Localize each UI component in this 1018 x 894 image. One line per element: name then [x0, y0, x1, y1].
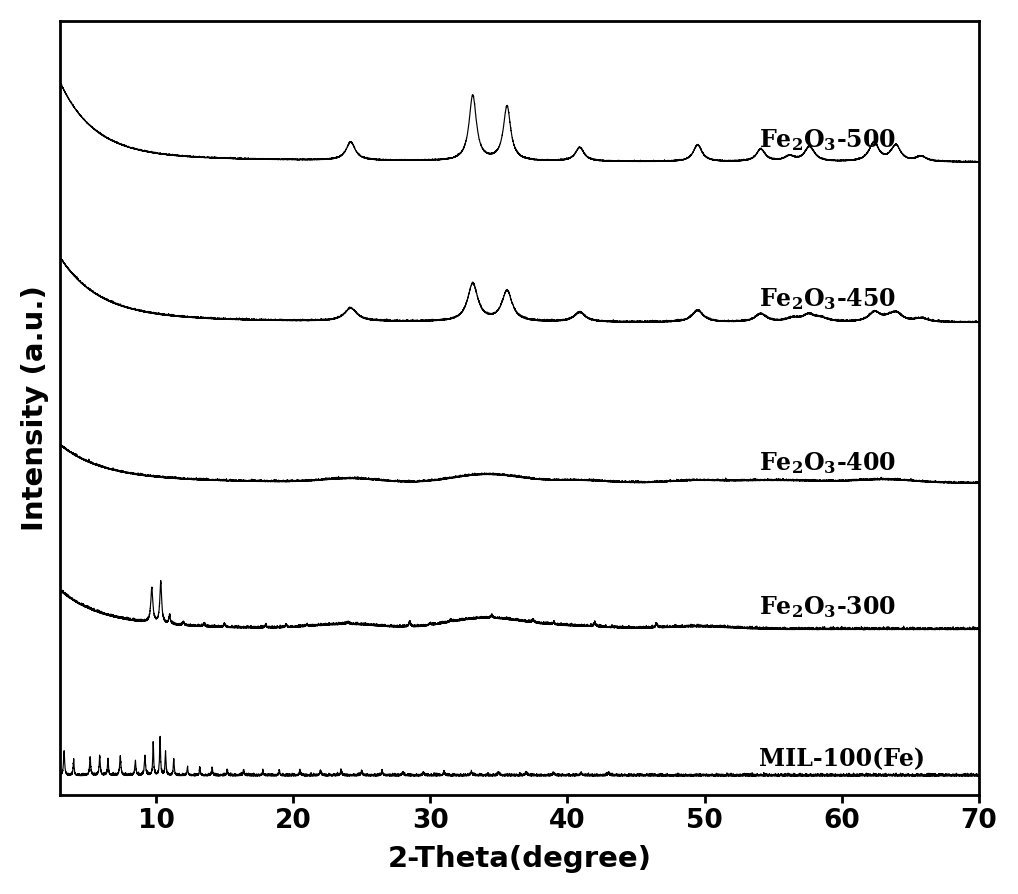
Text: $\mathregular{Fe_2O_3}$-500: $\mathregular{Fe_2O_3}$-500 [759, 127, 897, 153]
X-axis label: 2-Theta(degree): 2-Theta(degree) [388, 845, 652, 873]
Text: $\mathregular{Fe_2O_3}$-400: $\mathregular{Fe_2O_3}$-400 [759, 450, 897, 476]
Text: $\mathregular{Fe_2O_3}$-300: $\mathregular{Fe_2O_3}$-300 [759, 595, 897, 620]
Y-axis label: Intensity (a.u.): Intensity (a.u.) [20, 285, 49, 531]
Text: $\mathregular{Fe_2O_3}$-450: $\mathregular{Fe_2O_3}$-450 [759, 286, 897, 312]
Text: MIL-100(Fe): MIL-100(Fe) [759, 747, 925, 772]
